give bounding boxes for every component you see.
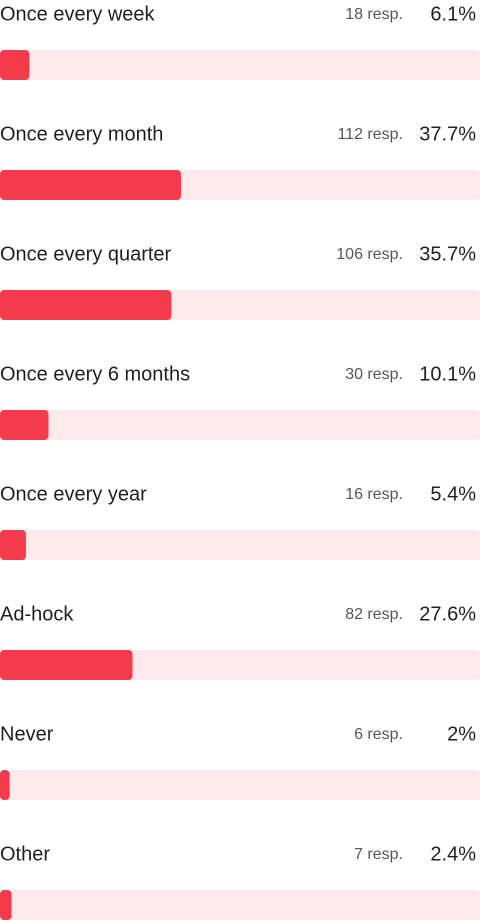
bar [0,170,181,200]
category-label: Ad-hock [0,603,74,625]
bar-track [0,890,480,920]
percent-label: 35.7% [419,243,476,265]
bar [0,290,172,320]
category-label: Once every year [0,483,147,505]
bar-track [0,770,480,800]
percent-label: 5.4% [430,483,476,505]
response-count: 6 resp. [354,726,403,743]
response-count: 30 resp. [345,366,403,383]
bar [0,50,30,80]
bar [0,530,26,560]
bar [0,890,12,920]
percent-label: 2.4% [430,843,476,865]
response-count: 82 resp. [345,606,403,623]
category-label: Once every week [0,3,156,25]
category-label: Once every 6 months [0,363,190,385]
category-label: Once every month [0,123,163,145]
response-count: 112 resp. [337,126,403,143]
bar-track [0,530,480,560]
bar [0,770,10,800]
bar-track [0,410,480,440]
response-count: 16 resp. [345,486,403,503]
response-count: 7 resp. [354,846,403,863]
bar [0,410,49,440]
response-count: 18 resp. [345,6,403,23]
response-count: 106 resp. [336,246,403,263]
bar [0,650,133,680]
percent-label: 2% [447,723,476,745]
bar-track [0,50,480,80]
percent-label: 6.1% [430,3,476,25]
percent-label: 37.7% [419,123,476,145]
percent-label: 27.6% [419,603,476,625]
category-label: Once every quarter [0,243,172,265]
category-label: Never [0,723,54,745]
category-label: Other [0,843,50,865]
percent-label: 10.1% [419,363,476,385]
